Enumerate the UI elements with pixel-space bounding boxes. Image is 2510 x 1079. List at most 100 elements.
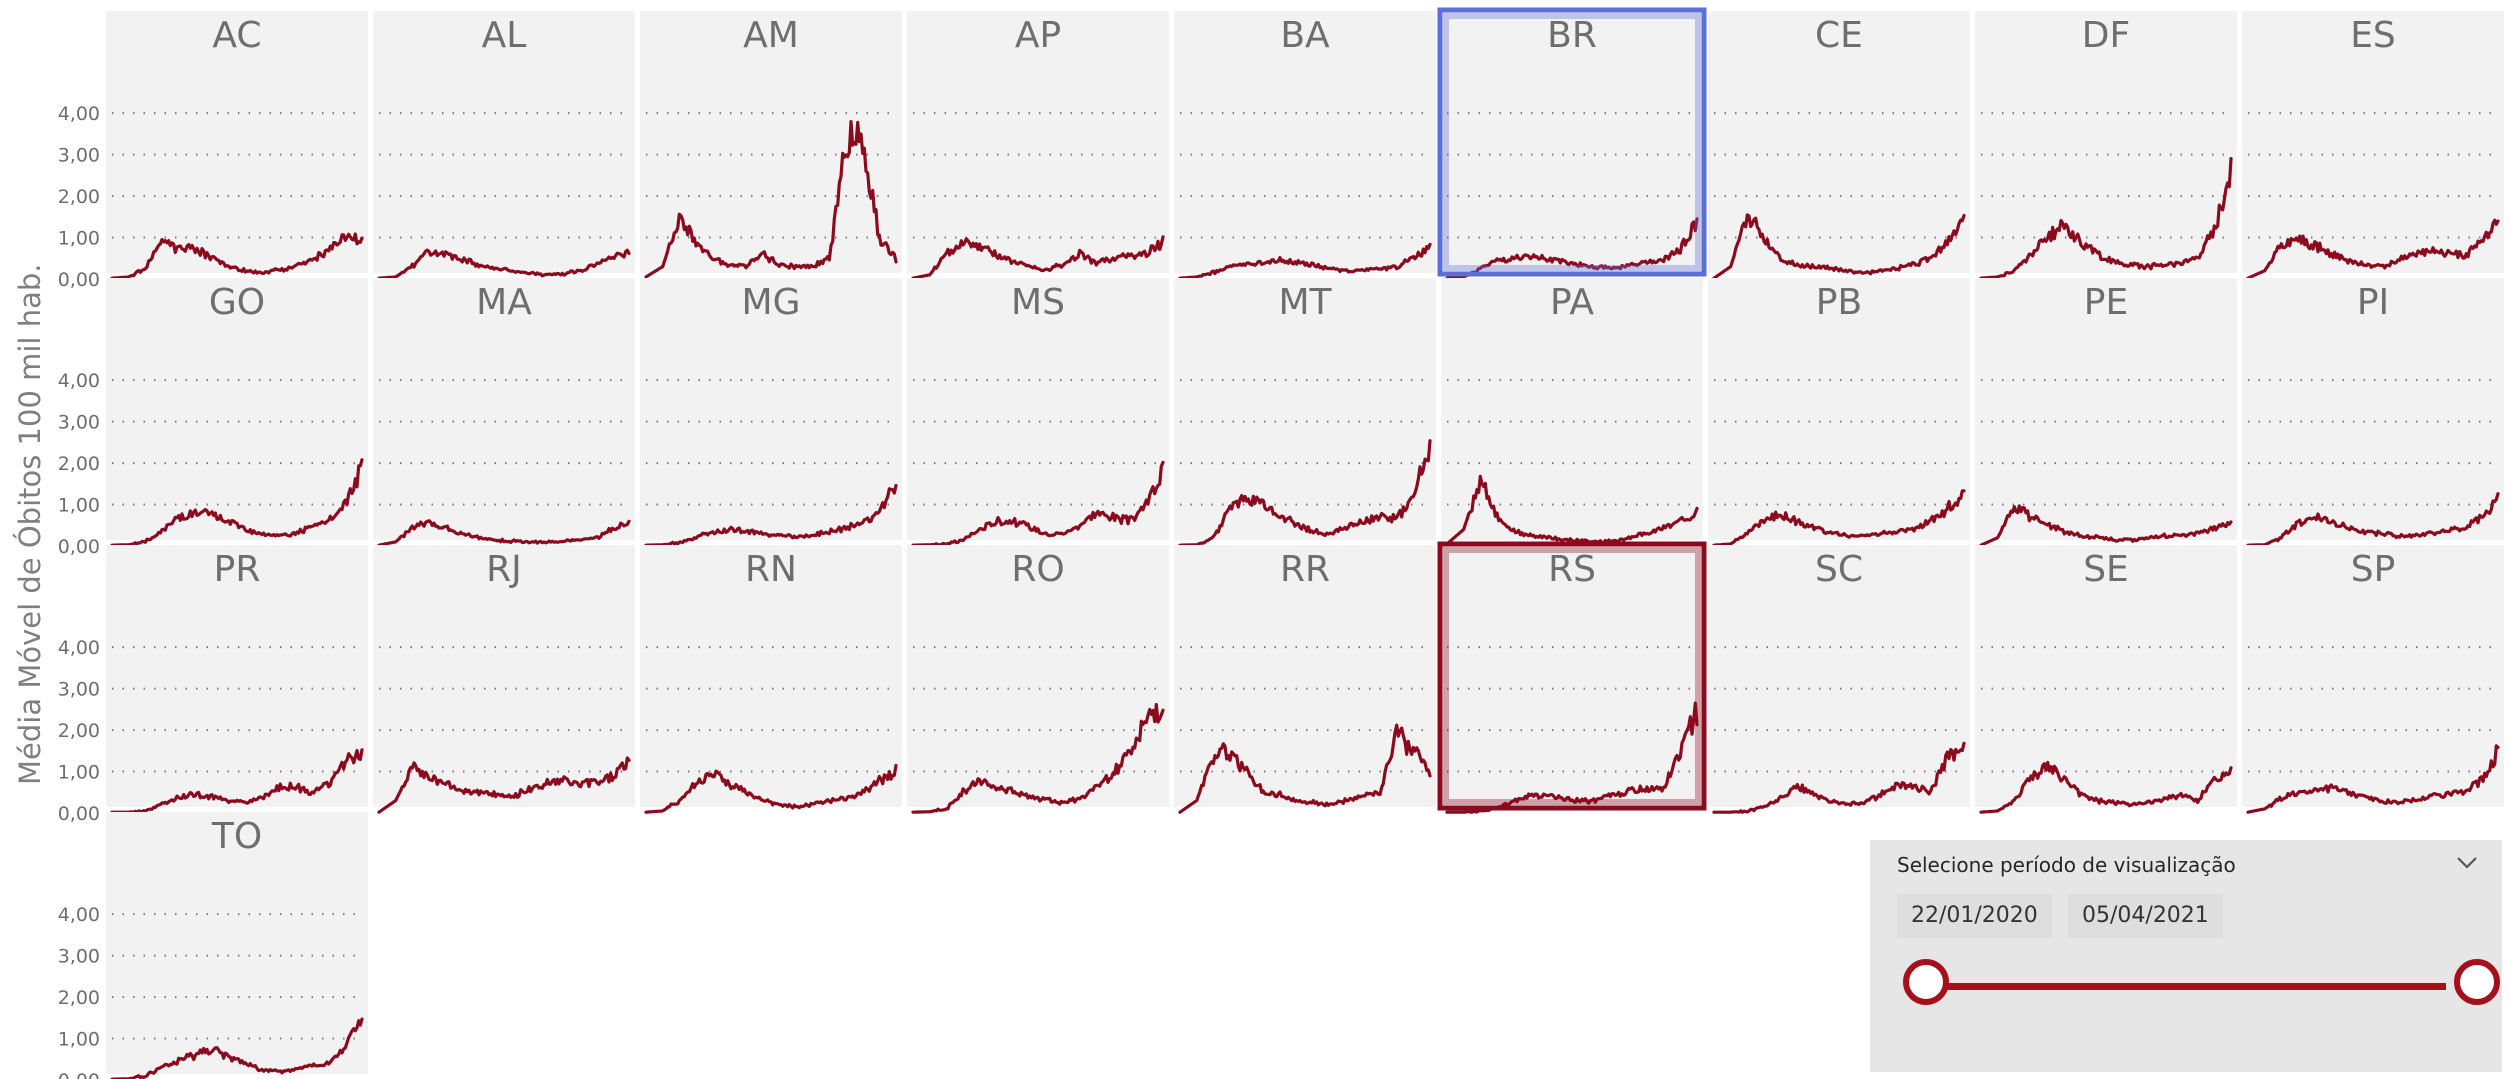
panel-pi[interactable]: PI: [2242, 278, 2504, 547]
panel-pe[interactable]: PE: [1975, 278, 2237, 547]
panel-background: [907, 278, 1169, 540]
series-line-ma: [377, 519, 631, 547]
panel-rj[interactable]: RJ: [373, 545, 635, 814]
slider-track[interactable]: [1928, 983, 2446, 990]
panel-background: [373, 278, 635, 540]
panel-background: [373, 11, 635, 273]
panel-title: RJ: [486, 549, 522, 590]
series-line-ac: [110, 232, 364, 280]
panel-ro[interactable]: RO: [907, 545, 1169, 814]
panel-background: [640, 545, 902, 807]
panel-mt[interactable]: MT: [1174, 278, 1436, 547]
panel-ms[interactable]: MS: [907, 278, 1169, 547]
panel-title: DF: [2082, 15, 2130, 56]
series-line-pa: [1445, 474, 1699, 546]
y-tick-label: 3,00: [58, 412, 100, 434]
panel-rr[interactable]: RR: [1174, 545, 1436, 814]
panel-title: CE: [1815, 15, 1863, 56]
panel-title: AM: [743, 15, 799, 56]
panel-ap[interactable]: AP: [907, 11, 1169, 280]
series-line-pb: [1712, 489, 1966, 547]
panel-ac[interactable]: AC: [106, 11, 368, 280]
panel-title: PB: [1816, 282, 1862, 323]
series-line-ap: [911, 235, 1165, 280]
panel-background: [1441, 278, 1703, 540]
panel-pb[interactable]: PB: [1708, 278, 1970, 547]
slider-handle-start[interactable]: [1903, 959, 1949, 1005]
panel-rs[interactable]: RS: [1437, 541, 1707, 814]
series-line-mg: [644, 483, 898, 547]
panel-title: SE: [2083, 549, 2129, 590]
selection-inner-glow: [1443, 13, 1701, 271]
series-line-pi: [2246, 492, 2500, 547]
panel-to[interactable]: TO: [106, 812, 368, 1079]
y-tick-label: 1,00: [58, 228, 100, 250]
panel-rn[interactable]: RN: [640, 545, 902, 814]
y-tick-label: 4,00: [58, 904, 100, 926]
panel-title: RN: [745, 549, 797, 590]
y-tick-label: 0.00: [58, 1070, 100, 1079]
series-line-to: [110, 1017, 364, 1079]
series-line-es: [2246, 218, 2500, 280]
series-line-br: [1445, 217, 1699, 280]
slider-handle-end[interactable]: [2454, 959, 2500, 1005]
end-date-input[interactable]: 05/04/2021: [2068, 894, 2223, 938]
panel-background: [1174, 545, 1436, 807]
panel-se[interactable]: SE: [1975, 545, 2237, 814]
panel-title: PR: [214, 549, 261, 590]
panel-ma[interactable]: MA: [373, 278, 635, 547]
panel-background: [1975, 11, 2237, 273]
series-line-ms: [911, 460, 1165, 547]
panel-title: TO: [211, 816, 262, 857]
series-line-se: [1979, 760, 2233, 814]
panel-background: [1441, 11, 1703, 273]
panel-df[interactable]: DF: [1975, 11, 2237, 280]
panel-background: [2242, 11, 2504, 273]
date-range-slicer[interactable]: Selecione período de visualização 22/01/…: [1870, 840, 2502, 1072]
panel-title: MG: [742, 282, 801, 323]
y-tick-label: 0,00: [58, 269, 100, 291]
series-line-pr: [110, 748, 364, 815]
panel-al[interactable]: AL: [373, 11, 635, 280]
chevron-down-icon[interactable]: [2454, 852, 2480, 872]
panel-title: MS: [1011, 282, 1065, 323]
panel-pa[interactable]: PA: [1441, 278, 1703, 546]
panel-title: SP: [2351, 549, 2396, 590]
panel-go[interactable]: GO: [106, 278, 368, 547]
panel-am[interactable]: AM: [640, 11, 902, 279]
series-line-am: [644, 119, 898, 279]
panel-background: [1708, 278, 1970, 540]
panel-sp[interactable]: SP: [2242, 545, 2504, 814]
series-line-rj: [377, 756, 631, 814]
y-tick-label: 1,00: [58, 1029, 100, 1051]
panel-es[interactable]: ES: [2242, 11, 2504, 280]
y-tick-label: 0,00: [58, 536, 100, 558]
series-line-sc: [1712, 741, 1966, 814]
panel-background: [2242, 545, 2504, 807]
series-line-ba: [1178, 242, 1432, 280]
panel-br[interactable]: BR: [1437, 7, 1707, 280]
series-line-rr: [1178, 723, 1432, 814]
panel-ba[interactable]: BA: [1174, 11, 1436, 280]
panel-title: SC: [1815, 549, 1863, 590]
start-date-input[interactable]: 22/01/2020: [1897, 894, 2052, 938]
y-tick-label: 3,00: [58, 145, 100, 167]
panel-pr[interactable]: PR: [106, 545, 368, 815]
panel-title: PE: [2084, 282, 2128, 323]
panel-background: [106, 545, 368, 807]
panel-background: [907, 11, 1169, 273]
y-tick-label: 2,00: [58, 186, 100, 208]
y-tick-label: 1,00: [58, 495, 100, 517]
panel-title: PA: [1550, 282, 1594, 323]
series-line-al: [377, 248, 631, 280]
panel-background: [106, 278, 368, 540]
selection-inner-glow: [1443, 547, 1701, 805]
panel-mg[interactable]: MG: [640, 278, 902, 547]
panel-title: RS: [1548, 549, 1596, 590]
panel-sc[interactable]: SC: [1708, 545, 1970, 814]
panel-background: [106, 11, 368, 273]
y-tick-label: 2,00: [58, 987, 100, 1009]
panel-ce[interactable]: CE: [1708, 11, 1970, 280]
series-line-df: [1979, 157, 2233, 280]
